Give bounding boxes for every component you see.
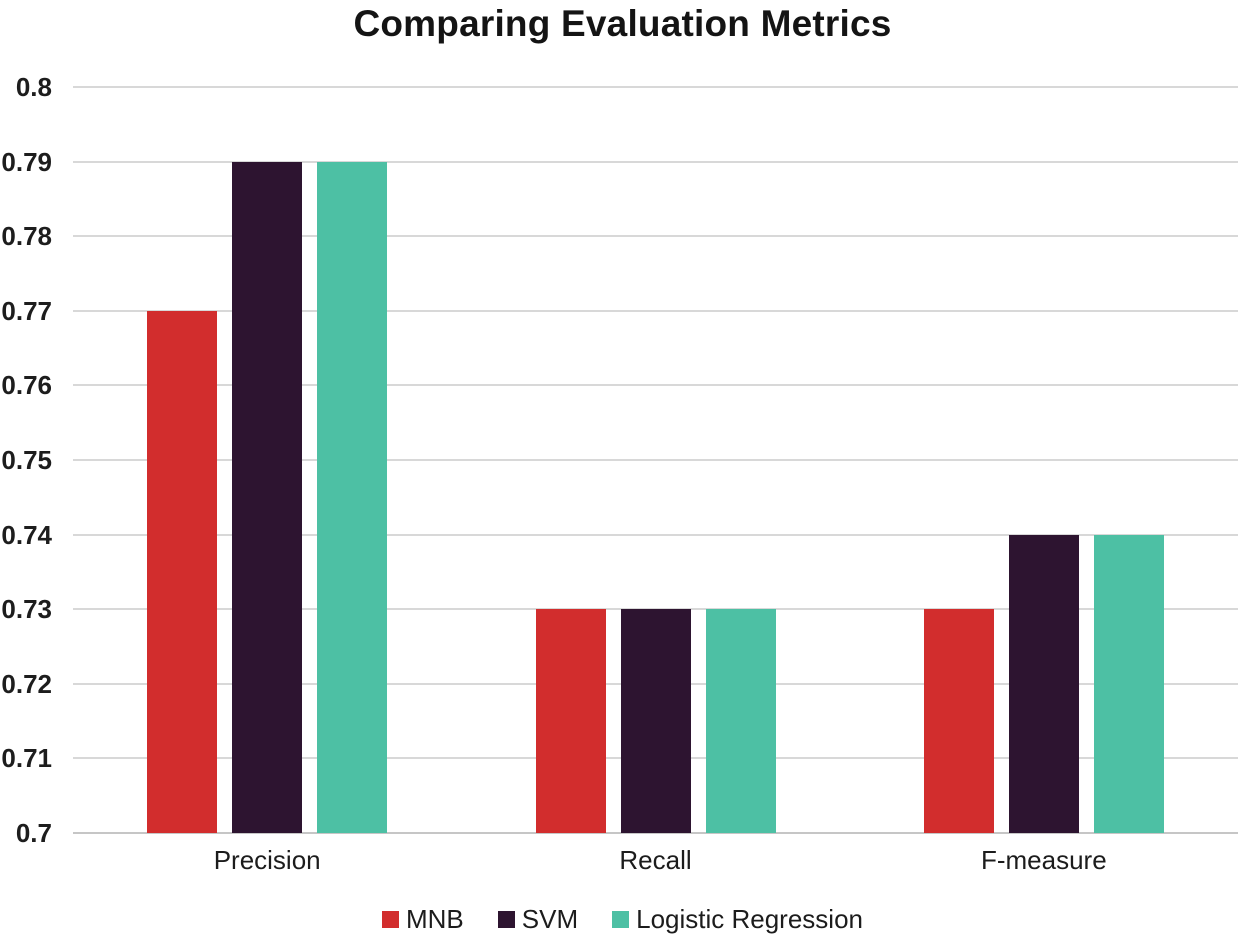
legend-item-svm: SVM: [497, 904, 579, 934]
bar-logistic-regression-recall: [706, 609, 776, 833]
y-tick-label-0-74: 0.74: [1, 519, 52, 550]
gridline: [73, 235, 1238, 237]
gridline: [73, 310, 1238, 312]
legend-label-svm: SVM: [521, 904, 579, 934]
chart-title: Comparing Evaluation Metrics: [353, 3, 892, 44]
legend-swatch-logistic-regression: [612, 910, 630, 928]
legend: MNB SVM Logistic Regression: [0, 902, 1245, 936]
y-axis-labels: 0.8 0.79 0.78 0.77 0.76 0.75 0.74 0.73 0.72 0.71 0…: [0, 74, 52, 846]
bar-logistic-regression-precision: [317, 162, 387, 833]
y-tick-label-0-73: 0.73: [1, 594, 52, 625]
x-axis-line: [73, 832, 1238, 834]
gridline: [73, 459, 1238, 461]
gridline: [73, 161, 1238, 163]
bar-svm-recall: [621, 609, 691, 833]
legend-label-mnb: MNB: [405, 904, 464, 934]
legend-item-mnb: MNB: [381, 904, 464, 934]
legend-item-logistic-regression: Logistic Regression: [612, 906, 863, 932]
y-tick-label-0-76: 0.76: [1, 370, 52, 401]
bar-svm-precision: [232, 162, 302, 833]
x-category-label-recall: Recall: [619, 845, 692, 875]
y-tick-label-0-8: 0.8: [15, 72, 52, 102]
y-tick-label-0-72: 0.72: [1, 668, 52, 699]
plot-area: [73, 86, 1238, 834]
gridline: [73, 384, 1238, 386]
bar-logistic-regression-f-measure: [1094, 535, 1164, 833]
bar-mnb-precision: [147, 311, 217, 833]
y-tick-label-0-71: 0.71: [1, 743, 52, 774]
legend-swatch-mnb: [381, 910, 399, 928]
gridline: [73, 534, 1238, 536]
legend-swatch-svm: [497, 910, 515, 928]
x-axis-labels: Precision Recall F-measure: [73, 846, 1238, 882]
y-tick-label-0-79: 0.79: [1, 146, 52, 177]
bar-mnb-recall: [536, 609, 606, 833]
legend-label-logistic-regression: Logistic Regression: [636, 904, 863, 934]
gridline: [73, 86, 1238, 88]
bar-svm-f-measure: [1009, 535, 1079, 833]
y-tick-label-0-75: 0.75: [1, 445, 52, 475]
y-tick-label-0-7: 0.7: [15, 818, 52, 848]
y-tick-label-0-78: 0.78: [1, 221, 52, 252]
x-category-label-f-measure: F-measure: [980, 845, 1107, 875]
x-category-label-precision: Precision: [213, 845, 321, 875]
bar-mnb-f-measure: [924, 609, 994, 833]
y-tick-label-0-77: 0.77: [1, 295, 52, 326]
